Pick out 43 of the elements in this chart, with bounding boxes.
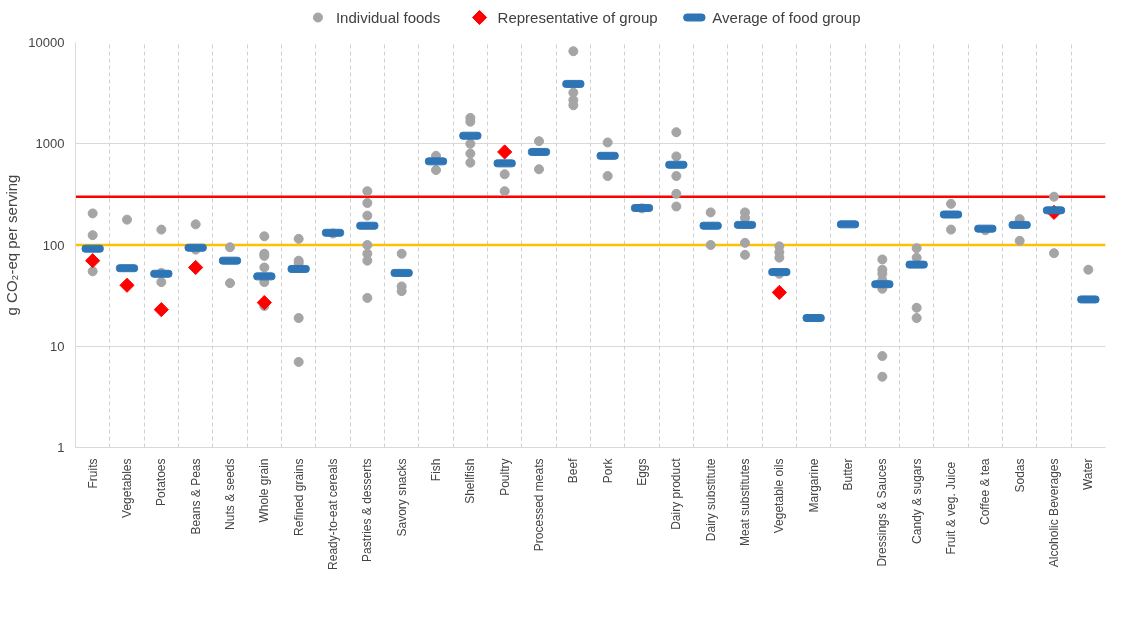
- y-tick-label: 100: [42, 237, 65, 253]
- x-tick-label: Refined grains: [291, 458, 306, 536]
- x-tick-label: Beans & Peas: [188, 458, 203, 535]
- x-tick-label: Potatoes: [154, 458, 169, 506]
- x-tick-label: Pork: [600, 457, 615, 484]
- y-tick-label: 10: [50, 338, 65, 354]
- x-tick-label: Dressings & Sauces: [875, 458, 890, 567]
- point: [153, 302, 169, 318]
- x-tick-label: Whole grain: [257, 458, 272, 523]
- x-tick-label: Margarine: [806, 458, 821, 513]
- x-tick-label: Dairy product: [669, 457, 684, 530]
- point: [119, 277, 135, 293]
- x-tick-label: Pastries & desserts: [360, 458, 375, 562]
- x-tick-label: Meat substitutes: [738, 458, 752, 546]
- x-tick-label: Vegetable oils: [772, 458, 787, 534]
- x-tick-label: Alcoholic Beverages: [1047, 458, 1061, 568]
- x-tick-label: Eggs: [635, 458, 649, 486]
- legend-label: Average of food group: [712, 9, 861, 26]
- x-tick-label: Water: [1081, 458, 1096, 491]
- x-tick-label: Dairy substitute: [703, 458, 718, 542]
- x-tick-label: Butter: [841, 458, 855, 491]
- x-tick-label: Fruit & veg. Juice: [944, 461, 958, 555]
- legend-label: Individual foods: [335, 9, 441, 26]
- x-tick-label: Candy & sugars: [909, 458, 924, 544]
- x-tick-label: Poultry: [497, 458, 512, 496]
- y-tick-label: 1000: [35, 136, 65, 152]
- x-tick-label: Vegetables: [120, 458, 134, 518]
- x-tick-label: Fruits: [85, 458, 100, 489]
- y-tick-label: 1: [57, 440, 65, 455]
- point: [188, 259, 204, 276]
- x-tick-label: Fish: [429, 458, 443, 482]
- x-tick-label: Processed meats: [532, 458, 546, 552]
- x-tick-label: Nuts & seeds: [223, 458, 237, 530]
- x-tick-label: Savory snacks: [394, 458, 409, 537]
- x-tick-label: Shellfish: [463, 458, 478, 504]
- x-tick-label: Ready-to-eat cereals: [326, 458, 340, 570]
- y-axis-title: g CO₂-eq per serving: [3, 174, 21, 316]
- legend-label: Representative of group: [497, 9, 658, 26]
- x-tick-label: Sodas: [1012, 458, 1027, 493]
- point: [85, 253, 101, 269]
- y-tick-label: 10000: [28, 35, 65, 50]
- x-tick-label: Beef: [566, 457, 581, 484]
- x-tick-label: Coffee & tea: [978, 458, 993, 525]
